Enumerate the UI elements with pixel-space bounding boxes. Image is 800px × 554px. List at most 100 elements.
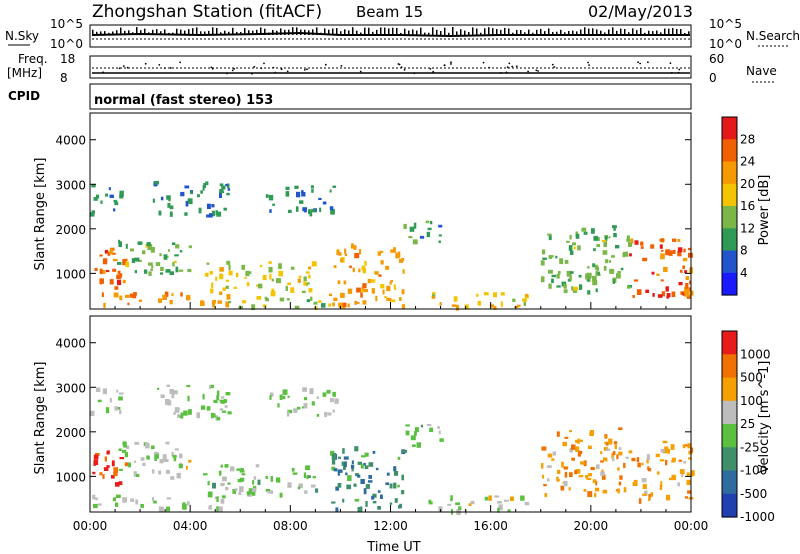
heat-cell (483, 292, 489, 296)
heat-cell (154, 180, 159, 185)
heat-cell (561, 461, 564, 468)
heat-cell (587, 266, 590, 269)
heat-cell (226, 294, 231, 300)
heat-cell (551, 278, 554, 283)
heat-cell (135, 499, 139, 505)
heat-cell (97, 399, 102, 403)
heat-cell (269, 395, 272, 400)
heat-cell (123, 441, 127, 448)
heat-cell (626, 235, 630, 241)
heat-cell (618, 427, 623, 430)
nsky-bar (124, 30, 126, 35)
heat-cell (296, 191, 301, 198)
heat-cell (115, 502, 119, 507)
heat-cell (575, 439, 578, 443)
heat-cell (573, 286, 578, 291)
nsky-bar (480, 32, 482, 35)
nave-dot (118, 67, 121, 70)
heat-cell (541, 463, 544, 469)
heat-cell (230, 466, 235, 472)
heat-cell (590, 467, 595, 470)
heat-cell (603, 265, 607, 271)
nave-dot (527, 70, 529, 73)
heat-cell (226, 192, 230, 196)
nsky-bar (540, 28, 542, 35)
heat-cell (683, 461, 687, 464)
colorbar-tick-label: 28 (740, 132, 755, 146)
heat-cell (686, 294, 691, 299)
heat-cell (504, 499, 509, 502)
nsky-bar (156, 29, 158, 35)
nsky-bar (396, 28, 398, 35)
heat-cell (312, 261, 317, 267)
heat-cell (655, 453, 660, 458)
nsky-bar (112, 31, 114, 35)
cpid-panel (89, 83, 692, 110)
nsky-bar (152, 29, 154, 35)
heat-cell (308, 288, 313, 293)
heat-cell (367, 278, 371, 284)
nsky-bar (192, 28, 194, 35)
heat-cell (556, 476, 559, 482)
heat-cell (164, 291, 169, 297)
heat-cell (219, 267, 224, 272)
nave-dot (588, 64, 590, 66)
nave-dot (210, 66, 213, 69)
heat-cell (562, 441, 567, 447)
heat-cell (622, 252, 625, 258)
heat-cell (682, 265, 686, 269)
heat-cell (541, 446, 547, 451)
heat-cell (171, 452, 174, 456)
heat-cell (303, 472, 306, 478)
heat-cell (597, 271, 600, 276)
heat-cell (270, 392, 274, 397)
heat-cell (362, 267, 366, 274)
heat-cell (660, 449, 665, 453)
nave-dot (450, 61, 452, 64)
heat-cell (663, 266, 668, 272)
nave-dot (260, 67, 263, 70)
heat-cell (309, 388, 314, 395)
nsky-bar (256, 29, 258, 35)
heat-cell (109, 194, 114, 198)
heat-cell (677, 482, 680, 487)
heat-cell (220, 482, 225, 487)
heat-cell (651, 271, 655, 275)
heat-cell (257, 283, 263, 289)
heat-cell (286, 410, 290, 417)
nsky-bar (108, 32, 110, 35)
heat-cell (151, 445, 155, 449)
heat-cell (364, 452, 369, 457)
heat-cell (358, 268, 361, 273)
heat-cell (122, 449, 127, 453)
heat-cell (203, 183, 207, 189)
heat-cell (372, 493, 377, 498)
heat-cell (93, 503, 98, 509)
heat-cell (112, 268, 117, 272)
nave-dot (553, 66, 556, 68)
heat-cell (489, 304, 494, 308)
heat-cell (386, 472, 390, 476)
heat-cell (353, 245, 357, 250)
heat-cell (329, 189, 332, 193)
heat-cell (318, 300, 322, 303)
heat-cell (605, 458, 608, 462)
nsky-bar (476, 28, 478, 35)
heat-cell (602, 489, 608, 494)
heat-cell (212, 301, 215, 308)
heat-cell (211, 210, 216, 217)
heat-cell (296, 406, 301, 410)
heat-cell (94, 267, 98, 271)
heat-cell (668, 477, 674, 481)
heat-cell (360, 479, 365, 484)
heat-cell (603, 241, 607, 248)
nsky-bar (324, 28, 326, 35)
heat-cell (688, 287, 692, 292)
heat-cell (347, 303, 350, 308)
heat-cell (186, 385, 191, 388)
heat-cell (340, 258, 344, 262)
heat-cell (623, 487, 627, 493)
nsky-bar (188, 29, 190, 35)
heat-cell (573, 246, 576, 250)
heat-cell (111, 475, 115, 479)
